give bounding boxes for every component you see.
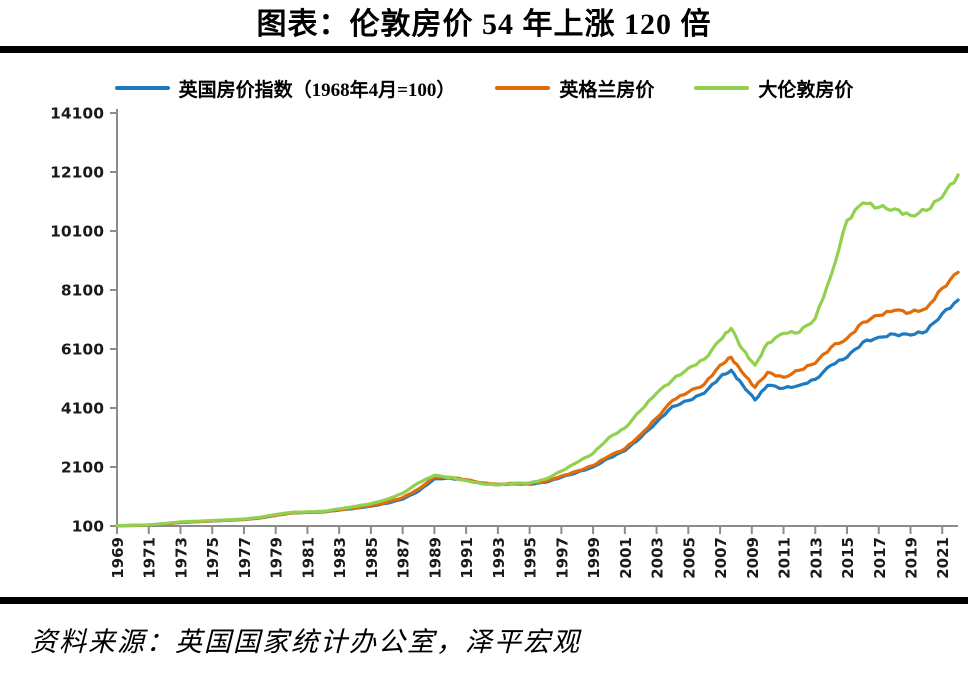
legend-swatch-england-icon <box>495 86 551 90</box>
line-chart: 100 2100 4100 6100 8100 10100 12100 14100 1969 19… <box>50 105 960 579</box>
x-tick-label: 1995 <box>522 537 540 579</box>
y-tick-label: 8100 <box>61 282 104 300</box>
x-tick-label: 1987 <box>395 537 413 579</box>
y-tick-label: 100 <box>72 518 105 536</box>
x-tick-label: 2019 <box>903 537 921 579</box>
x-tick-label: 2005 <box>680 537 698 579</box>
chart-title: 图表：伦敦房价 54 年上涨 120 倍 <box>256 8 712 41</box>
x-tick-label: 1983 <box>331 537 349 579</box>
x-tick-label: 2021 <box>934 537 952 579</box>
y-tick-label: 14100 <box>50 105 104 123</box>
x-tick-label: 1977 <box>236 537 254 579</box>
x-tick-label: 2017 <box>871 537 889 579</box>
legend-label-england: 英格兰房价 <box>559 79 655 101</box>
source-note: 资料来源：英国国家统计办公室，泽平宏观 <box>30 627 581 657</box>
top-rule <box>0 46 968 53</box>
y-tick-label: 2100 <box>61 459 104 477</box>
x-tick-label: 1997 <box>553 537 571 579</box>
legend-item-uk: 英国房价指数（1968年4月=100） <box>114 75 456 102</box>
y-tick-label: 12100 <box>50 164 104 182</box>
y-tick-label: 10100 <box>50 223 104 241</box>
legend-label-london: 大伦敦房价 <box>758 79 854 101</box>
x-tick-label: 2007 <box>712 537 730 579</box>
x-tick-label: 1999 <box>585 537 603 579</box>
x-tick-label: 1993 <box>490 537 508 579</box>
legend-label-uk: 英国房价指数（1968年4月=100） <box>178 79 456 101</box>
series-line-2 <box>115 173 960 528</box>
x-tick-label: 2015 <box>839 537 857 579</box>
legend-swatch-uk-icon <box>114 86 170 90</box>
x-tick-label: 1985 <box>363 537 381 579</box>
bottom-rule <box>0 597 968 604</box>
x-tick-label: 1975 <box>204 537 222 579</box>
x-tick-label: 2011 <box>776 537 794 579</box>
x-tick-label: 1989 <box>426 537 444 579</box>
x-tick-label: 2003 <box>649 537 667 579</box>
legend-item-london: 大伦敦房价 <box>694 75 853 102</box>
legend: 英国房价指数（1968年4月=100） 英格兰房价 大伦敦房价 <box>0 53 968 105</box>
x-tick-label: 1971 <box>141 537 159 579</box>
x-tick-label: 2013 <box>807 537 825 579</box>
x-tick-label: 1981 <box>299 537 317 579</box>
legend-item-england: 英格兰房价 <box>495 75 654 102</box>
y-tick-label: 6100 <box>61 341 104 359</box>
x-tick-label: 2009 <box>744 537 762 579</box>
series-line-1 <box>115 270 960 528</box>
legend-swatch-london-icon <box>694 86 750 90</box>
x-tick-label: 1969 <box>109 537 127 579</box>
x-tick-label: 2001 <box>617 537 635 579</box>
x-tick-label: 1973 <box>172 537 190 579</box>
series-line-0 <box>115 298 960 528</box>
y-tick-label: 4100 <box>61 400 104 418</box>
x-tick-label: 1991 <box>458 537 476 579</box>
chart-area: 英国房价指数（1968年4月=100） 英格兰房价 大伦敦房价 100 2100 4… <box>0 53 968 597</box>
x-tick-label: 1979 <box>268 537 286 579</box>
